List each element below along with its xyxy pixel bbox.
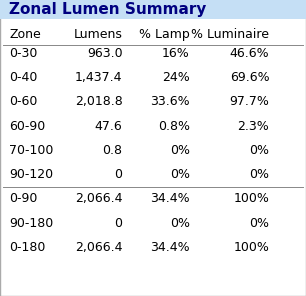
- Text: 0.8%: 0.8%: [158, 120, 190, 133]
- Text: 0%: 0%: [249, 217, 269, 230]
- Text: 0-40: 0-40: [9, 71, 38, 84]
- Text: 33.6%: 33.6%: [150, 95, 190, 108]
- Text: 0.8: 0.8: [103, 144, 122, 157]
- Text: 963.0: 963.0: [87, 47, 122, 60]
- Text: Zone: Zone: [9, 28, 41, 41]
- Text: 16%: 16%: [162, 47, 190, 60]
- Text: 100%: 100%: [233, 241, 269, 254]
- Text: 90-180: 90-180: [9, 217, 54, 230]
- Text: 69.6%: 69.6%: [230, 71, 269, 84]
- Text: 97.7%: 97.7%: [230, 95, 269, 108]
- Text: 100%: 100%: [233, 192, 269, 205]
- Text: 34.4%: 34.4%: [150, 241, 190, 254]
- Text: 0: 0: [114, 217, 122, 230]
- Text: 34.4%: 34.4%: [150, 192, 190, 205]
- Text: 60-90: 60-90: [9, 120, 45, 133]
- Text: % Lamp: % Lamp: [139, 28, 190, 41]
- Text: 46.6%: 46.6%: [230, 47, 269, 60]
- Text: 0-30: 0-30: [9, 47, 38, 60]
- Text: Zonal Lumen Summary: Zonal Lumen Summary: [9, 2, 207, 17]
- Text: 2,018.8: 2,018.8: [75, 95, 122, 108]
- Text: 47.6: 47.6: [95, 120, 122, 133]
- Text: 0-60: 0-60: [9, 95, 38, 108]
- FancyBboxPatch shape: [0, 0, 306, 19]
- Text: 0-180: 0-180: [9, 241, 46, 254]
- Text: 2,066.4: 2,066.4: [75, 192, 122, 205]
- Text: 0%: 0%: [249, 144, 269, 157]
- Text: Lumens: Lumens: [73, 28, 122, 41]
- Text: 1,437.4: 1,437.4: [75, 71, 122, 84]
- Text: 70-100: 70-100: [9, 144, 54, 157]
- Text: 2.3%: 2.3%: [237, 120, 269, 133]
- Text: 0%: 0%: [249, 168, 269, 181]
- Text: 0%: 0%: [170, 168, 190, 181]
- Text: 90-120: 90-120: [9, 168, 53, 181]
- Text: 0: 0: [114, 168, 122, 181]
- Text: 0-90: 0-90: [9, 192, 38, 205]
- Text: 0%: 0%: [170, 144, 190, 157]
- Text: % Luminaire: % Luminaire: [191, 28, 269, 41]
- Text: 24%: 24%: [162, 71, 190, 84]
- Text: 2,066.4: 2,066.4: [75, 241, 122, 254]
- Text: 0%: 0%: [170, 217, 190, 230]
